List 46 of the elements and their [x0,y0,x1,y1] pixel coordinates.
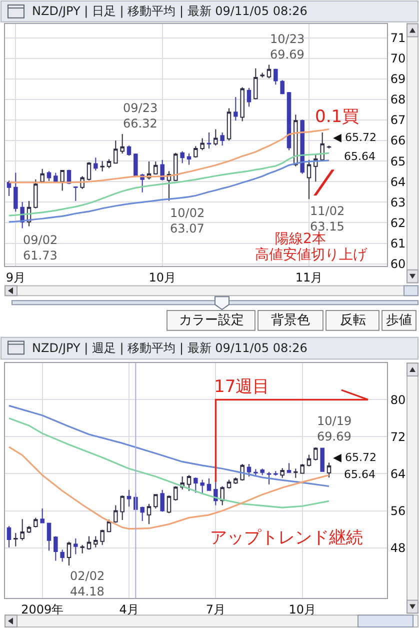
y-tick-label: 80 [390,392,406,407]
y-tick-label: 60 [390,257,406,272]
text: カラー設定 [179,313,244,328]
text: 65.64 [344,150,376,163]
chart-title: NZD/JPY | 日足 | 移動平均 | 最新 09/11/05 08:26 [32,4,308,18]
text: 反転 [340,313,366,328]
x-tick-label: 11月 [295,270,323,284]
x-tick-label: 4月 [119,602,139,617]
y-tick-label: 69 [390,72,406,86]
x-tick-label: 2009年 [21,602,64,617]
annotation: 09/23 66.32 [123,101,158,131]
annotation: 17週目 [214,377,270,397]
y-tick-label: 65 [390,154,406,168]
annotation: 65.64 [344,468,376,481]
text: ◀ 65.72 [333,131,376,144]
y-tick-label: 64 [390,466,406,481]
y-tick-label: 70 [390,52,406,66]
y-tick-label: 68 [390,92,406,107]
y-tick-label: 61 [390,236,406,250]
annotation: 0.1買 [315,107,360,127]
x-tick-label: 7月 [206,602,226,617]
y-tick-label: 56 [390,504,406,518]
annotation: 高値安値切り上げ [255,247,368,263]
y-tick-label: 62 [390,216,406,230]
y-tick-label: 67 [390,113,406,128]
text: 背景色 [271,313,310,328]
annotation: 02/02 44.18 [70,569,105,599]
y-tick-label: 71 [390,30,406,45]
x-tick-label: 10月 [288,602,316,617]
annotation: 10/02 63.07 [170,206,205,236]
text: 歩値 [386,313,412,328]
y-tick-label: 48 [390,540,406,555]
y-tick-label: 64 [390,174,406,189]
annotation: 10/23 69.69 [270,32,305,62]
x-tick-label: 10月 [148,270,176,284]
y-tick-label: 66 [390,134,406,148]
chart-title: NZD/JPY | 週足 | 移動平均 | 最新 09/11/05 08:26 [32,341,308,355]
annotation: アップトレンド継続 [210,528,363,548]
annotation: 陽線2本 [275,231,326,247]
annotation: 09/02 61.73 [23,233,58,263]
annotation: 11/02 63.15 [310,204,345,234]
annotation: 10/19 69.69 [317,414,352,444]
x-tick-label: 9月 [6,270,26,284]
annotation: ◀ 65.72 [333,451,376,464]
y-tick-label: 72 [390,430,406,444]
y-tick-label: 63 [390,195,406,210]
